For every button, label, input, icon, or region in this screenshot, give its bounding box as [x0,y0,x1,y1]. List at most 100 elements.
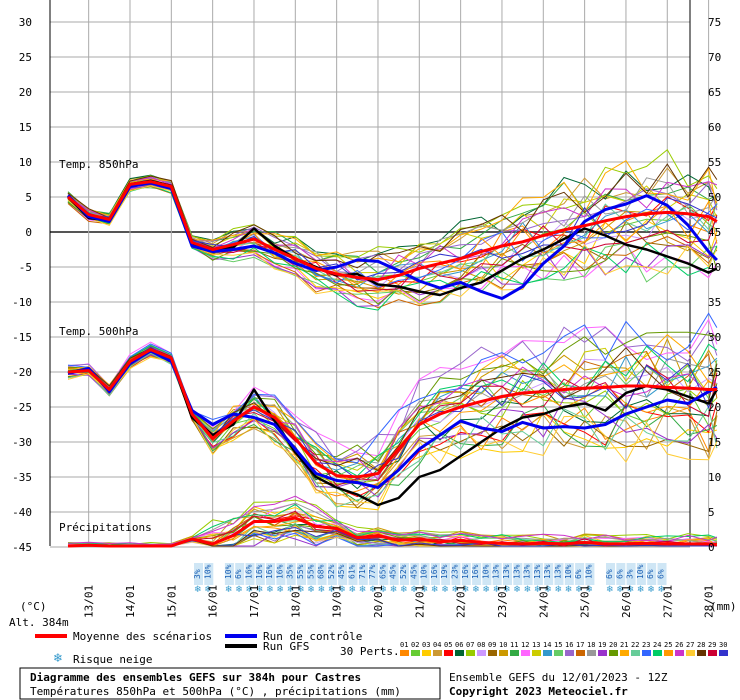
snow-risk-bar [523,563,533,585]
snow-risk-percent: 6% [234,569,243,579]
pert-swatch [422,650,431,656]
footer-copyright: Copyright 2023 Meteociel.fr [449,685,628,698]
snow-risk-percent: 16% [265,564,274,579]
snow-risk-percent: 6% [574,569,583,579]
snow-risk-bar [472,563,482,585]
snow-risk-bar [194,563,203,585]
pert-swatch [532,650,541,656]
right-tick-label: 15 [708,436,721,449]
snow-risk-percent: 55% [296,564,305,579]
right-tick-label: 60 [708,121,721,134]
snow-risk-icon: ❄ [246,585,254,595]
snow-risk-bar [533,563,543,585]
altitude-label: Alt. 384m [9,616,69,629]
date-label: 27/01 [661,585,674,618]
perts-label: 30 Perts. [340,645,400,658]
date-label: 21/01 [413,585,426,618]
snow-risk-icon: ❄ [204,585,212,595]
left-tick-label: -25 [12,401,32,414]
left-tick-label: -40 [12,506,32,519]
snow-risk-icon: ❄ [307,585,315,595]
snow-risk-percent: 10% [636,564,645,579]
date-label: 25/01 [579,585,592,618]
snow-risk-percent: 16% [430,564,439,579]
snow-risk-icon: ❄ [390,585,398,595]
snow-risk-bar [235,563,245,585]
temp500-label: Temp. 500hPa [59,325,138,338]
date-label: 18/01 [289,585,302,618]
snow-risk-icon: ❄ [225,585,233,595]
pert-number: 21 [620,641,628,649]
snow-risk-icon: ❄ [472,585,480,595]
snow-risk-icon: ❄ [235,585,243,595]
axis-ticks: 302520151050-5-10-15-20-25-30-35-40-4575… [12,16,721,554]
pert-number: 27 [686,641,694,649]
snow-risk-bar [255,563,265,585]
left-tick-label: 15 [19,121,32,134]
snow-risk-percent: 13% [512,564,521,579]
pert-swatch [565,650,574,656]
snow-risk-percent: 6% [657,569,666,579]
pert-number: 16 [565,641,573,649]
snow-risk-icon: ❄ [421,585,429,595]
snow-risk-icon: ❄ [379,585,387,595]
snow-risk-icon: ❄ [658,585,666,595]
date-label: 22/01 [455,585,468,618]
footer-box [19,667,441,700]
snow-risk-percent: 6% [646,569,655,579]
date-label: 19/01 [331,585,344,618]
pert-swatch [433,650,442,656]
snow-risk-bar [461,563,471,585]
snow-risk-percent: 19% [440,564,449,579]
pert-swatch [444,650,453,656]
snow-risk-bar [338,563,348,585]
snow-risk-bar [575,563,585,585]
snow-risk-bar [307,563,317,585]
snow-risk-icon: ❄ [194,585,202,595]
snow-risk-icon: ❄ [256,585,264,595]
pert-swatch [620,650,629,656]
pert-swatch [697,650,706,656]
snow-risk-icon: ❄ [410,585,418,595]
right-tick-label: 70 [708,51,721,64]
snow-risk-icon: ❄ [297,585,305,595]
snow-risk-icon: ❄ [462,585,470,595]
snow-risk-bar [616,563,626,585]
main-lines [66,179,718,548]
pert-number: 23 [642,641,650,649]
snow-risk-icon: ❄ [513,585,521,595]
snow-risk-bar [379,563,389,585]
snow-risk-icon: ❄ [606,585,614,595]
snow-risk-bar [348,563,358,585]
snow-risk-bar [297,563,306,585]
pert-swatch [510,650,519,656]
snow-risk-icon: ❄ [431,585,439,595]
snow-risk-icon: ❄ [493,585,501,595]
left-unit: (°C) [20,600,47,613]
pert-number: 30 [719,641,727,649]
snow-risk-icon: ❄ [555,585,563,595]
snow-risk-bar [647,563,657,585]
left-tick-label: 25 [19,51,32,64]
legend-mean: Moyenne des scénarios [73,630,212,643]
snow-risk-percent: 13% [502,564,511,579]
snow-risk-percent: 10% [584,564,593,579]
snow-risk-bar [503,563,512,585]
pert-number: 02 [411,641,419,649]
snow-risk-percent: 16% [471,564,480,579]
snow-risk-bar [585,563,595,585]
snow-risk-icon: ❄ [616,585,624,595]
pert-number: 20 [609,641,617,649]
right-tick-label: 20 [708,401,721,414]
legend-snow: Risque neige [73,653,152,666]
snow-risk-percent: 3% [626,569,635,579]
snow-risk-icon: ❄ [452,585,460,595]
date-label: 14/01 [124,585,137,618]
pert-number: 08 [477,641,485,649]
pert-swatch [554,650,563,656]
snow-risk-icon: ❄ [544,585,552,595]
snow-risk-percent: 71% [358,564,367,579]
pert-swatch [477,650,486,656]
pert-swatch [521,650,530,656]
left-tick-label: -20 [12,366,32,379]
